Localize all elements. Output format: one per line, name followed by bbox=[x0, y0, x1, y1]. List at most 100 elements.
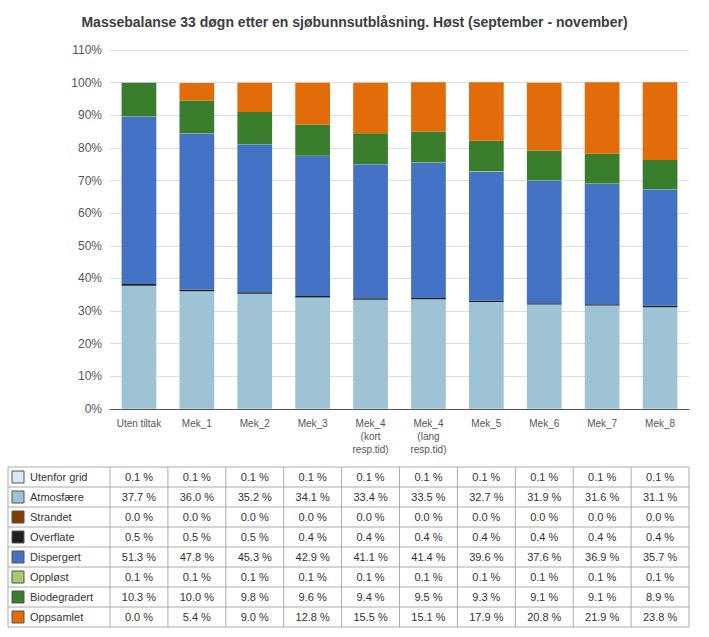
svg-text:0.4 %: 0.4 % bbox=[588, 531, 616, 543]
svg-text:45.3 %: 45.3 % bbox=[238, 551, 272, 563]
svg-text:30%: 30% bbox=[78, 304, 102, 318]
svg-text:9.5 %: 9.5 % bbox=[414, 591, 442, 603]
svg-text:0.4 %: 0.4 % bbox=[414, 531, 442, 543]
svg-text:0.0 %: 0.0 % bbox=[183, 511, 211, 523]
svg-text:0.1 %: 0.1 % bbox=[588, 471, 616, 483]
svg-text:Oppløst: Oppløst bbox=[30, 571, 69, 583]
svg-text:Utenfor grid: Utenfor grid bbox=[30, 471, 87, 483]
svg-text:51.3 %: 51.3 % bbox=[122, 551, 156, 563]
svg-text:10.0 %: 10.0 % bbox=[180, 591, 214, 603]
svg-text:5.4 %: 5.4 % bbox=[183, 611, 211, 623]
svg-text:0.1 %: 0.1 % bbox=[530, 471, 558, 483]
svg-text:35.2 %: 35.2 % bbox=[238, 491, 272, 503]
svg-text:0.4 %: 0.4 % bbox=[299, 531, 327, 543]
svg-text:33.4 %: 33.4 % bbox=[353, 491, 387, 503]
svg-text:Biodegradert: Biodegradert bbox=[30, 591, 93, 603]
svg-text:Mek_3: Mek_3 bbox=[298, 418, 328, 429]
svg-text:33.5 %: 33.5 % bbox=[411, 491, 445, 503]
svg-text:21.9 %: 21.9 % bbox=[585, 611, 619, 623]
svg-text:0.0 %: 0.0 % bbox=[646, 511, 674, 523]
svg-text:9.1 %: 9.1 % bbox=[588, 591, 616, 603]
svg-text:41.1 %: 41.1 % bbox=[353, 551, 387, 563]
svg-text:23.8 %: 23.8 % bbox=[643, 611, 677, 623]
svg-text:9.4 %: 9.4 % bbox=[356, 591, 384, 603]
svg-text:47.8 %: 47.8 % bbox=[180, 551, 214, 563]
svg-text:9.6 %: 9.6 % bbox=[299, 591, 327, 603]
svg-text:15.5 %: 15.5 % bbox=[353, 611, 387, 623]
svg-text:Mek_6: Mek_6 bbox=[529, 418, 559, 429]
svg-text:0.1 %: 0.1 % bbox=[472, 571, 500, 583]
svg-text:0.4 %: 0.4 % bbox=[356, 531, 384, 543]
svg-text:Mek_1: Mek_1 bbox=[182, 418, 212, 429]
svg-text:36.0 %: 36.0 % bbox=[180, 491, 214, 503]
svg-text:10%: 10% bbox=[78, 369, 102, 383]
svg-text:36.9 %: 36.9 % bbox=[585, 551, 619, 563]
svg-text:0.0 %: 0.0 % bbox=[299, 511, 327, 523]
svg-text:0.1 %: 0.1 % bbox=[241, 571, 269, 583]
svg-text:0.4 %: 0.4 % bbox=[472, 531, 500, 543]
svg-text:0.1 %: 0.1 % bbox=[646, 471, 674, 483]
svg-text:90%: 90% bbox=[78, 108, 102, 122]
svg-text:37.6 %: 37.6 % bbox=[527, 551, 561, 563]
svg-text:0.0 %: 0.0 % bbox=[125, 511, 153, 523]
svg-text:39.6 %: 39.6 % bbox=[469, 551, 503, 563]
svg-text:(kort: (kort bbox=[361, 431, 381, 442]
svg-text:9.0 %: 9.0 % bbox=[241, 611, 269, 623]
svg-text:0.0 %: 0.0 % bbox=[530, 511, 558, 523]
svg-text:Massebalanse 33 døgn etter en: Massebalanse 33 døgn etter en sjøbunnsut… bbox=[81, 14, 627, 30]
svg-text:0.0 %: 0.0 % bbox=[241, 511, 269, 523]
svg-text:0.1 %: 0.1 % bbox=[356, 571, 384, 583]
svg-text:37.7 %: 37.7 % bbox=[122, 491, 156, 503]
svg-text:0.1 %: 0.1 % bbox=[646, 571, 674, 583]
svg-text:8.9 %: 8.9 % bbox=[646, 591, 674, 603]
svg-text:resp.tid): resp.tid) bbox=[410, 444, 446, 455]
svg-text:0.1 %: 0.1 % bbox=[356, 471, 384, 483]
svg-text:Oppsamlet: Oppsamlet bbox=[30, 611, 83, 623]
svg-text:15.1 %: 15.1 % bbox=[411, 611, 445, 623]
svg-text:110%: 110% bbox=[72, 43, 102, 57]
svg-text:31.6 %: 31.6 % bbox=[585, 491, 619, 503]
svg-text:20.8 %: 20.8 % bbox=[527, 611, 561, 623]
svg-text:0.1 %: 0.1 % bbox=[414, 571, 442, 583]
svg-text:Mek_2: Mek_2 bbox=[240, 418, 270, 429]
svg-text:9.1 %: 9.1 % bbox=[530, 591, 558, 603]
svg-text:9.8 %: 9.8 % bbox=[241, 591, 269, 603]
svg-text:31.1 %: 31.1 % bbox=[643, 491, 677, 503]
svg-text:0.1 %: 0.1 % bbox=[414, 471, 442, 483]
svg-text:0.1 %: 0.1 % bbox=[530, 571, 558, 583]
svg-text:10.3 %: 10.3 % bbox=[122, 591, 156, 603]
svg-text:0.1 %: 0.1 % bbox=[125, 471, 153, 483]
svg-text:35.7 %: 35.7 % bbox=[643, 551, 677, 563]
svg-text:40%: 40% bbox=[78, 271, 102, 285]
svg-text:80%: 80% bbox=[78, 141, 102, 155]
svg-text:0.1 %: 0.1 % bbox=[125, 571, 153, 583]
svg-text:0.1 %: 0.1 % bbox=[299, 471, 327, 483]
svg-text:Mek_5: Mek_5 bbox=[471, 418, 501, 429]
svg-text:0.0 %: 0.0 % bbox=[588, 511, 616, 523]
svg-text:Overflate: Overflate bbox=[30, 531, 75, 543]
svg-text:Strandet: Strandet bbox=[30, 511, 72, 523]
svg-text:0.4 %: 0.4 % bbox=[646, 531, 674, 543]
svg-text:0.1 %: 0.1 % bbox=[588, 571, 616, 583]
svg-text:Dispergert: Dispergert bbox=[30, 551, 81, 563]
svg-text:32.7 %: 32.7 % bbox=[469, 491, 503, 503]
svg-text:Atmosfære: Atmosfære bbox=[30, 491, 84, 503]
svg-text:Mek_7: Mek_7 bbox=[587, 418, 617, 429]
svg-text:0.0 %: 0.0 % bbox=[125, 611, 153, 623]
svg-text:Mek_8: Mek_8 bbox=[645, 418, 675, 429]
svg-text:resp.tid): resp.tid) bbox=[352, 444, 388, 455]
svg-text:0.1 %: 0.1 % bbox=[299, 571, 327, 583]
svg-text:9.3 %: 9.3 % bbox=[472, 591, 500, 603]
svg-text:0.5 %: 0.5 % bbox=[241, 531, 269, 543]
svg-text:0.0 %: 0.0 % bbox=[472, 511, 500, 523]
svg-text:0%: 0% bbox=[85, 402, 103, 416]
svg-text:12.8 %: 12.8 % bbox=[296, 611, 330, 623]
svg-text:0.0 %: 0.0 % bbox=[414, 511, 442, 523]
svg-text:0.5 %: 0.5 % bbox=[125, 531, 153, 543]
svg-text:0.1 %: 0.1 % bbox=[472, 471, 500, 483]
svg-text:100%: 100% bbox=[71, 76, 102, 90]
svg-text:20%: 20% bbox=[78, 337, 102, 351]
svg-text:Mek_4: Mek_4 bbox=[356, 418, 386, 429]
svg-text:0.1 %: 0.1 % bbox=[183, 471, 211, 483]
svg-text:Mek_4: Mek_4 bbox=[413, 418, 443, 429]
